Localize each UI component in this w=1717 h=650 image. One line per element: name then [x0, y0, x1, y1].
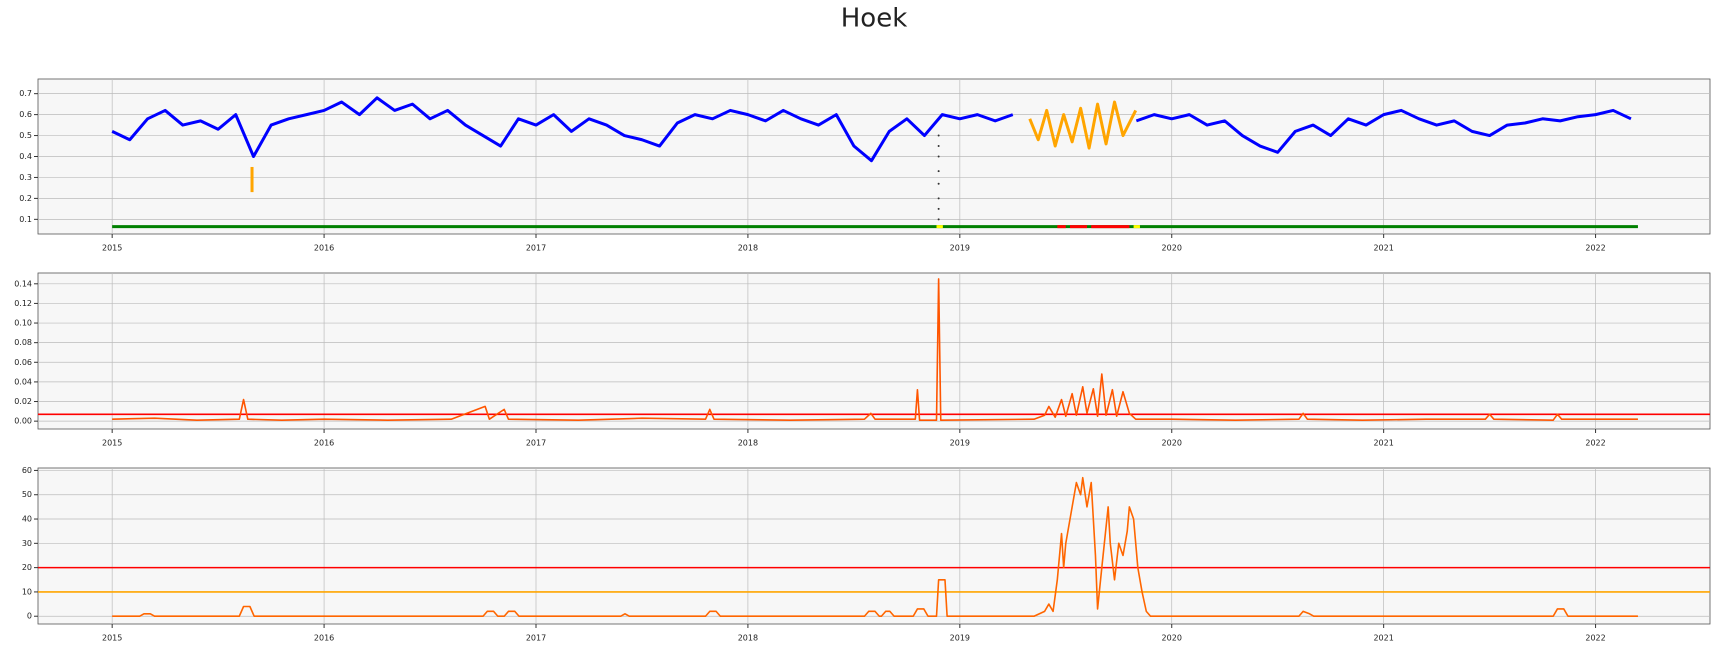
y-tick-label: 0.08 — [14, 338, 32, 347]
subplot: 0.00 0.02 0.04 0.06 0.08 0.10 0.12 0.14 2015 2016… — [14, 272, 1711, 448]
y-tick-label: 0.4 — [19, 152, 32, 161]
series-line — [112, 278, 1638, 421]
subplot: 0 10 20 30 40 50 60 2015 2016 2017 2018 2019 2020 202… — [22, 466, 1711, 643]
y-tick-label: 0.04 — [14, 377, 32, 386]
subplot: 0.1 0.2 0.3 0.4 0.5 0.6 0.7 2015 2016 2017 2018 201… — [19, 78, 1711, 253]
x-tick-label: 2018 — [738, 244, 758, 253]
x-tick-label: 2015 — [102, 244, 122, 253]
x-tick-label: 2021 — [1373, 439, 1393, 448]
x-tick-label: 2021 — [1373, 634, 1393, 643]
x-tick-label: 2018 — [738, 439, 758, 448]
plot-area — [37, 467, 1711, 625]
y-tick-label: 0.12 — [14, 299, 32, 308]
plot-area — [37, 272, 1711, 430]
y-tick-label: 0.5 — [19, 131, 32, 140]
x-tick-label: 2020 — [1162, 244, 1182, 253]
x-tick-label: 2022 — [1585, 634, 1605, 643]
y-tick-label: 0.14 — [14, 279, 32, 288]
y-tick-label: 0.00 — [14, 417, 32, 426]
point — [937, 197, 940, 200]
x-tick-label: 2016 — [314, 634, 334, 643]
point — [937, 155, 940, 158]
x-tick-label: 2020 — [1162, 439, 1182, 448]
x-tick-label: 2020 — [1162, 634, 1182, 643]
x-tick-label: 2015 — [102, 439, 122, 448]
series-line — [112, 476, 1638, 618]
x-tick-label: 2016 — [314, 244, 334, 253]
series-line — [111, 96, 1632, 163]
y-tick-label: 40 — [22, 515, 32, 524]
y-tick-label: 0.10 — [14, 319, 32, 328]
x-tick-label: 2019 — [950, 634, 970, 643]
x-tick-label: 2015 — [102, 634, 122, 643]
y-tick-label: 60 — [22, 466, 32, 475]
x-tick-label: 2018 — [738, 634, 758, 643]
y-tick-label: 20 — [22, 563, 32, 572]
x-tick-label: 2019 — [950, 244, 970, 253]
y-tick-label: 0 — [27, 612, 32, 621]
y-tick-label: 0.6 — [19, 110, 32, 119]
point — [937, 218, 940, 221]
y-tick-label: 0.1 — [19, 215, 32, 224]
series-line — [1028, 100, 1138, 150]
y-tick-label: 30 — [22, 539, 32, 548]
x-tick-label: 2017 — [526, 634, 546, 643]
point — [937, 182, 940, 185]
x-tick-label: 2017 — [526, 439, 546, 448]
y-tick-label: 0.2 — [19, 194, 32, 203]
y-tick-label: 10 — [22, 587, 32, 596]
x-tick-label: 2022 — [1585, 244, 1605, 253]
y-tick-label: 0.06 — [14, 358, 32, 367]
y-tick-label: 0.7 — [19, 89, 32, 98]
x-tick-label: 2017 — [526, 244, 546, 253]
point — [937, 170, 940, 173]
point — [937, 207, 940, 210]
figure-title: Hoek — [841, 4, 908, 34]
y-tick-label: 0.02 — [14, 397, 32, 406]
point — [937, 134, 940, 137]
x-tick-label: 2022 — [1585, 439, 1605, 448]
y-tick-label: 0.3 — [19, 173, 32, 182]
x-tick-label: 2021 — [1373, 244, 1393, 253]
y-tick-label: 50 — [22, 490, 32, 499]
x-tick-label: 2016 — [314, 439, 334, 448]
point — [937, 145, 940, 148]
x-tick-label: 2019 — [950, 439, 970, 448]
